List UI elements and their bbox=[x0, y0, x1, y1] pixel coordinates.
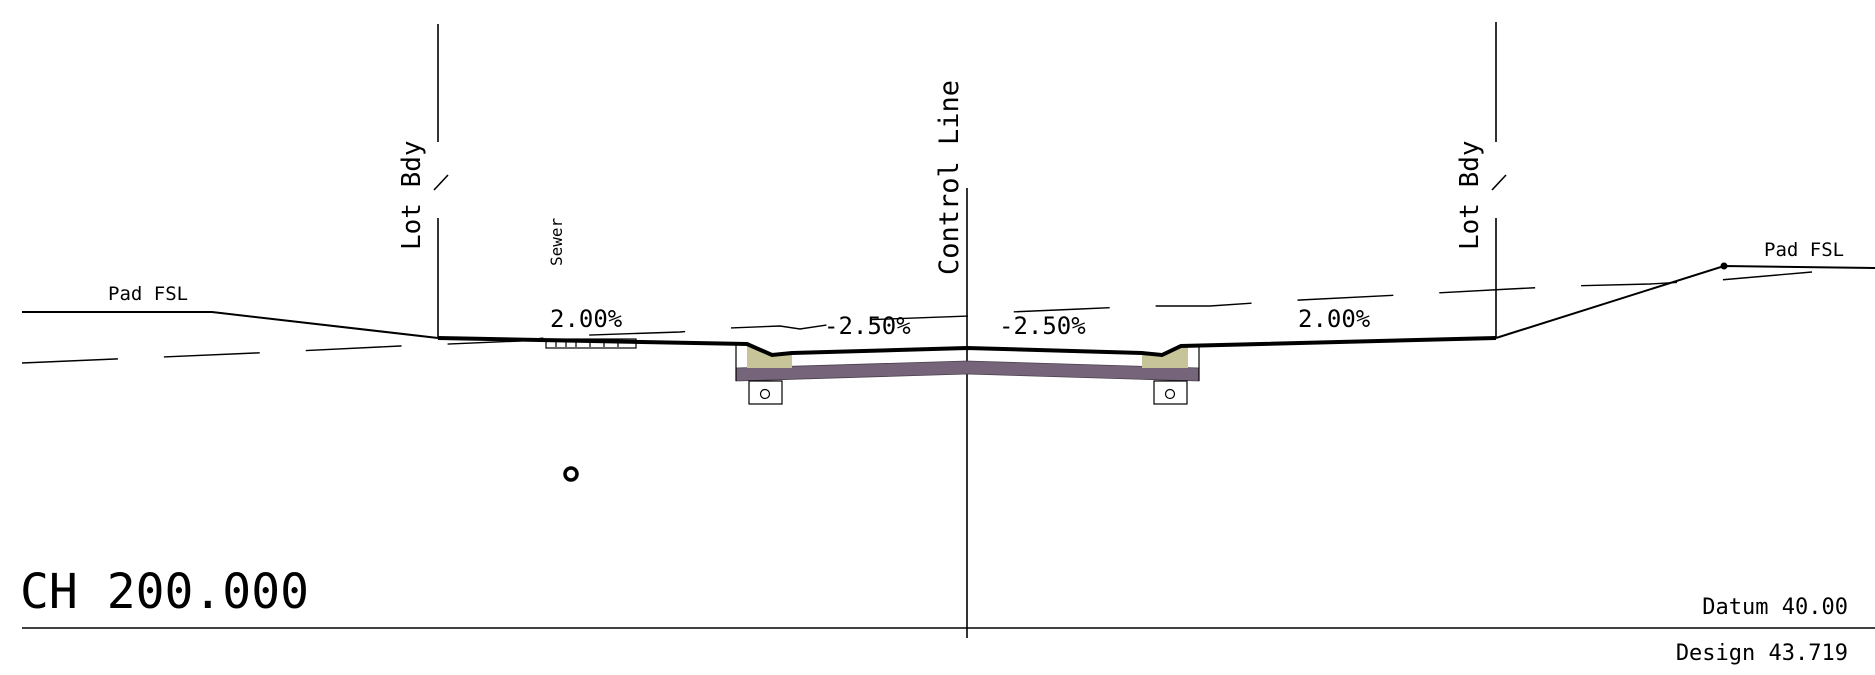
subsoil-drain-right bbox=[1153, 380, 1188, 405]
control-line-label: Control Line bbox=[934, 80, 965, 275]
design-surface bbox=[437, 336, 1497, 358]
pad-fsl-right-label: Pad FSL bbox=[1764, 239, 1844, 261]
pad-hinge-point bbox=[1720, 262, 1728, 270]
subsoil-drain-left bbox=[748, 380, 783, 405]
sewer-label: Sewer bbox=[547, 217, 566, 266]
datum-label: Datum 40.00 bbox=[1702, 595, 1848, 620]
grade-right-road-label: -2.50% bbox=[999, 312, 1086, 340]
chainage-label: CH 200.000 bbox=[20, 564, 309, 620]
design-label: Design 43.719 bbox=[1676, 641, 1848, 666]
grade-left-verge-label: 2.00% bbox=[550, 305, 623, 333]
left-batter-and-pad bbox=[22, 311, 439, 339]
lot-boundary-left bbox=[433, 24, 449, 338]
lot-boundary-right bbox=[1491, 22, 1507, 338]
kerb-outlines bbox=[735, 344, 1200, 381]
grade-right-verge-label: 2.00% bbox=[1298, 305, 1371, 333]
grade-left-road-label: -2.50% bbox=[824, 312, 911, 340]
right-batter-and-pad bbox=[1495, 264, 1875, 339]
pad-fsl-left-label: Pad FSL bbox=[108, 283, 188, 305]
footpath-strip bbox=[545, 338, 637, 349]
lot-bdy-left-label: Lot Bdy bbox=[397, 140, 427, 250]
kerb-right bbox=[1142, 345, 1188, 368]
sewer-pipe bbox=[563, 466, 579, 482]
lot-bdy-right-label: Lot Bdy bbox=[1455, 140, 1485, 250]
